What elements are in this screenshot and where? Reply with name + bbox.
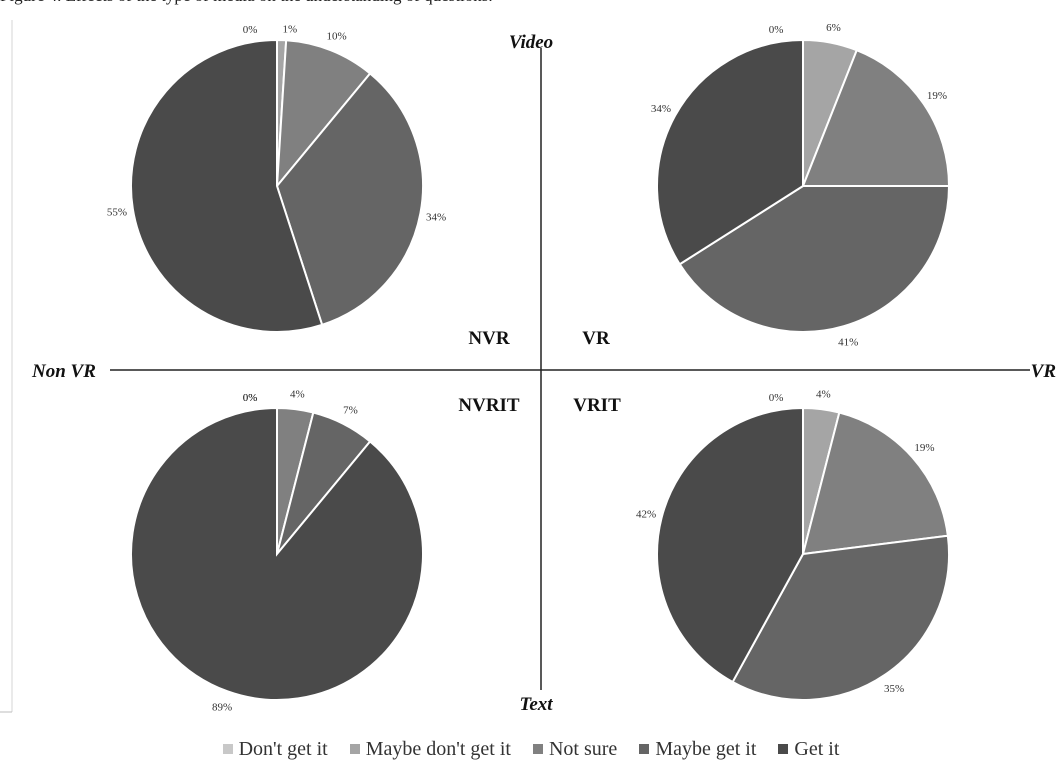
legend-swatch-dont-get-it — [222, 744, 233, 754]
quadrant-label-vrit: VRIT — [573, 395, 621, 416]
pie-label-nvrit-not-sure: 4% — [290, 388, 305, 400]
pie-label-nvrit-maybe-dont-get-it: 0% — [243, 392, 258, 404]
legend-item-dont-get-it: Don't get it — [222, 737, 328, 761]
legend-item-maybe-get-it: Maybe get it — [639, 738, 756, 761]
pie-slice-nvr-maybe-get-it — [275, 72, 424, 327]
pie-group: 0% 1%10%34%55%0% 6%19%41%34%0%0% 4%7%89%0% 4… — [107, 22, 951, 713]
axis-right-label: VR — [1031, 361, 1056, 382]
pie-label-nvrit-dont-get-it: 0% — [243, 392, 258, 404]
pie-label-nvr-dont-get-it: 0% — [243, 24, 258, 36]
pie-slice-vrit-not-sure — [801, 411, 949, 556]
pie-slice-nvr-get-it — [130, 38, 324, 333]
legend: Don't get it Maybe don't get it Not sure… — [0, 734, 1062, 764]
figure-caption: Figure 4. Effects of the type of media o… — [0, 0, 1062, 8]
pie-label-nvr-maybe-get-it: 34% — [426, 211, 446, 223]
legend-item-not-sure: Not sure — [532, 737, 618, 761]
pie-slice-vrit-maybe-get-it — [731, 534, 950, 701]
axis-left-label: Non VR — [31, 361, 96, 382]
pie-slice-vrit-get-it — [656, 406, 804, 684]
legend-label-not-sure: Not sure — [548, 737, 618, 760]
legend-label-maybe-dont-get-it: Maybe don't get it — [365, 737, 511, 760]
quadrant-label-vr: VR — [582, 328, 610, 349]
axis-top-label: Video — [509, 32, 553, 53]
pie-slice-nvrit-get-it — [130, 406, 424, 701]
pie-label-vrit-dont-get-it: 0% — [769, 392, 784, 404]
pie-label-nvrit-maybe-get-it: 7% — [343, 405, 358, 417]
pie-label-vr-maybe-dont-get-it: 6% — [826, 22, 841, 34]
pie-label-nvrit-get-it: 89% — [212, 701, 232, 713]
pie-slice-vr-get-it — [656, 38, 804, 266]
pie-slice-vr-not-sure — [801, 48, 951, 187]
legend-item-get-it: Get it — [778, 738, 839, 761]
pie-slice-nvr-not-sure — [275, 39, 372, 190]
pie-label-vr-not-sure: 19% — [927, 90, 947, 102]
legend-swatch-not-sure — [532, 744, 543, 754]
pie-label-vr-get-it: 34% — [651, 103, 671, 115]
pie-label-vr-dont-get-it: 0% — [769, 24, 784, 36]
legend-label-dont-get-it: Don't get it — [238, 737, 328, 760]
legend-item-maybe-dont-get-it: Maybe don't get it — [349, 737, 511, 761]
axis-bottom-label: Text — [519, 694, 553, 715]
legend-label-get-it: Get it — [794, 737, 840, 760]
pie-label-nvr-get-it: 55% — [107, 206, 127, 218]
pie-label-vrit-get-it: 42% — [636, 509, 656, 521]
legend-label-maybe-get-it: Maybe get it — [655, 737, 757, 760]
legend-swatch-maybe-get-it — [639, 744, 650, 754]
quadrant-label-nvrit: NVRIT — [458, 395, 520, 416]
pie-label-vrit-maybe-get-it: 35% — [884, 683, 904, 695]
legend-swatch-maybe-dont-get-it — [349, 744, 360, 754]
pie-label-vrit-not-sure: 19% — [914, 442, 934, 454]
pie-label-vrit-maybe-dont-get-it: 4% — [816, 388, 831, 400]
quadrant-label-nvr: NVR — [468, 328, 509, 349]
legend-swatch-get-it — [778, 744, 789, 754]
pie-label-nvr-not-sure: 10% — [327, 30, 347, 42]
pie-label-vr-maybe-get-it: 41% — [838, 337, 858, 349]
pie-label-nvr-maybe-dont-get-it: 1% — [282, 24, 297, 36]
